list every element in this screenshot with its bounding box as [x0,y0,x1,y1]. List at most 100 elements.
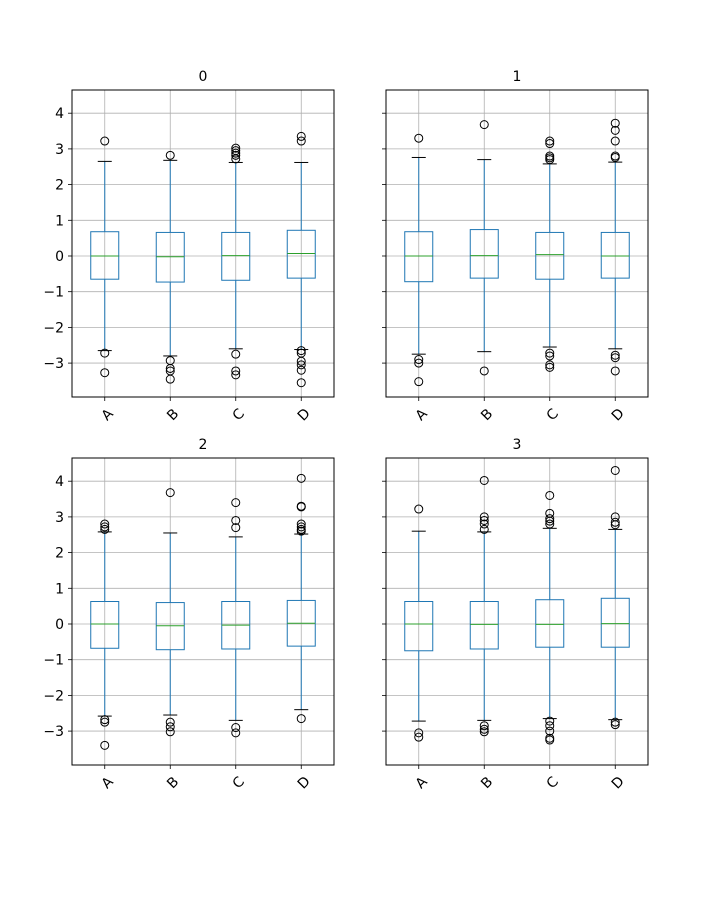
flier-point [545,362,555,372]
x-tick-label: D [609,406,628,425]
y-tick-label: 4 [55,474,64,490]
flier-point [479,515,489,525]
flier-point [545,726,555,736]
axes-frame [385,457,649,766]
panel-3: A B C D 3 [382,437,649,792]
box-D [286,473,316,724]
flier-point [165,722,175,732]
box-A [404,133,434,387]
box-D [600,118,630,376]
flier-point [414,504,424,514]
flier-point [479,727,489,737]
y-tick-label: −3 [43,356,64,372]
flier-point [545,721,555,731]
box-iqr [600,231,630,279]
flier-point [545,716,555,726]
flier-point [100,519,110,529]
box-iqr [90,601,120,649]
flier-point [610,151,620,161]
box-A [90,519,120,750]
y-tick-label: 3 [55,510,64,526]
flier-point [610,353,620,363]
axes-frame [385,89,649,398]
flier-point [414,133,424,143]
flier-point [231,148,241,158]
y-tick-label: −3 [43,724,64,740]
flier-point [296,473,306,483]
box-B [155,488,185,737]
box-iqr [600,597,630,648]
box-iqr [469,229,499,279]
flier-point [296,501,306,511]
flier-point [545,139,555,149]
box-A [404,504,434,742]
x-tick-label: C [544,774,562,792]
flier-point [165,363,175,373]
y-tick-label: 2 [55,178,64,194]
flier-point [414,358,424,368]
box-iqr [404,601,434,652]
flier-point [296,378,306,388]
x-tick-label: B [478,774,496,792]
flier-point [100,368,110,378]
panel-title: 1 [513,69,522,85]
flier-point [296,360,306,370]
box-iqr [90,231,120,280]
y-tick-label: −1 [43,285,64,301]
box-iqr [404,231,434,283]
x-tick-label: B [164,774,182,792]
flier-point [296,714,306,724]
flier-point [231,523,241,533]
flier-point [545,519,555,529]
flier-point [165,150,175,160]
y-tick-label: −2 [43,320,64,336]
flier-point [296,522,306,532]
flier-point [231,498,241,508]
flier-point [479,519,489,529]
flier-point [545,490,555,500]
flier-point [165,488,175,498]
x-tick-label: A [413,406,431,424]
y-tick-label: 3 [55,142,64,158]
panel-2: −3 −2 −1 0 1 2 3 4 A B C D 2 [43,437,335,793]
box-B [469,120,499,376]
x-tick-label: A [413,774,431,792]
flier-point [100,522,110,532]
axes-frame [71,457,335,766]
flier-point [610,366,620,376]
flier-point [479,475,489,485]
panel-title: 3 [513,437,522,453]
flier-point [479,366,489,376]
box-D [286,131,316,388]
flier-point [100,740,110,750]
flier-point [479,524,489,534]
flier-point [610,118,620,128]
flier-point [100,348,110,358]
flier-point [479,721,489,731]
box-C [535,490,565,745]
x-tick-label: B [478,406,496,424]
flier-point [545,360,555,370]
x-tick-label: C [230,406,248,424]
panel-title: 2 [199,437,208,453]
x-tick-label: D [295,774,314,793]
box-B [155,150,185,384]
flier-point [610,717,620,727]
flier-point [100,717,110,727]
axes-frame [71,89,335,398]
box-iqr [535,599,565,648]
flier-point [296,136,306,146]
flier-point [414,728,424,738]
flier-point [100,715,110,725]
flier-point [100,524,110,534]
box-C [221,143,251,380]
flier-point [545,514,555,524]
x-tick-label: B [164,406,182,424]
flier-point [414,355,424,365]
box-iqr [155,231,185,283]
flier-point [296,519,306,529]
flier-point [610,136,620,146]
panel-1: A B C D 1 [382,69,649,425]
flier-point [610,125,620,135]
